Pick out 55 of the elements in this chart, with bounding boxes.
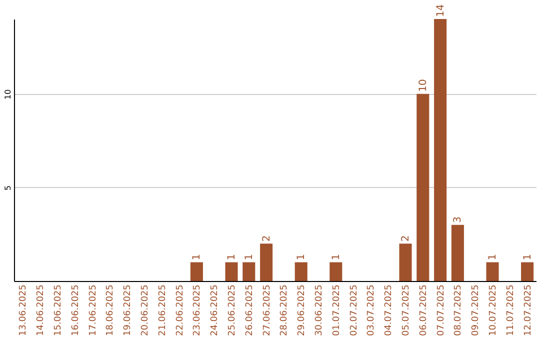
x-tick-label: 23.06.2025 bbox=[192, 284, 203, 336]
data-label: 1 bbox=[244, 254, 255, 260]
bar bbox=[225, 262, 238, 281]
data-label: 1 bbox=[522, 254, 534, 260]
bar bbox=[242, 262, 256, 281]
y-tick-label: 5 bbox=[4, 185, 12, 190]
data-label: 1 bbox=[226, 254, 238, 260]
data-label: 1 bbox=[488, 254, 498, 260]
data-label: 1 bbox=[330, 254, 342, 260]
bar bbox=[521, 262, 534, 281]
data-label: 1 bbox=[296, 254, 308, 260]
x-tick-label: 05.07.2025 bbox=[402, 284, 412, 336]
x-tick-label: 10.07.2025 bbox=[488, 284, 498, 336]
x-tick-label: 12.07.2025 bbox=[523, 284, 534, 336]
bar bbox=[294, 262, 308, 281]
x-tick-label: 30.06.2025 bbox=[314, 284, 324, 336]
x-tick-label: 06.07.2025 bbox=[418, 284, 429, 336]
bar bbox=[451, 224, 464, 281]
x-tick-label: 15.06.2025 bbox=[54, 284, 64, 336]
x-tick-label: 03.07.2025 bbox=[366, 284, 377, 336]
x-tick-label: 19.06.2025 bbox=[123, 284, 134, 336]
data-label: 2 bbox=[261, 235, 272, 242]
x-tick-label: 08.07.2025 bbox=[454, 284, 464, 336]
x-tick-label: 20.06.2025 bbox=[140, 284, 150, 336]
x-tick-label: 13.06.2025 bbox=[18, 284, 29, 336]
x-tick-label: 04.07.2025 bbox=[384, 284, 394, 336]
data-label: 10 bbox=[418, 79, 429, 92]
bar bbox=[190, 262, 203, 281]
bar bbox=[434, 19, 447, 281]
bar bbox=[260, 244, 273, 281]
bar bbox=[399, 244, 412, 281]
data-label: 3 bbox=[452, 216, 464, 223]
bar bbox=[330, 262, 342, 281]
data-label: 1 bbox=[192, 254, 203, 260]
x-tick-label: 17.06.2025 bbox=[88, 284, 98, 336]
x-tick-label: 16.06.2025 bbox=[70, 284, 81, 336]
x-tick-label: 22.06.2025 bbox=[175, 284, 186, 336]
x-tick-label: 27.06.2025 bbox=[262, 284, 272, 336]
x-tick-label: 01.07.2025 bbox=[332, 284, 342, 336]
x-tick-label: 02.07.2025 bbox=[349, 284, 360, 336]
x-tick-label: 25.06.2025 bbox=[228, 284, 238, 336]
bar bbox=[486, 262, 499, 281]
data-label: 2 bbox=[400, 235, 412, 242]
x-tick-label: 11.07.2025 bbox=[506, 284, 516, 336]
x-tick-label: 09.07.2025 bbox=[471, 284, 482, 336]
x-tick-label: 24.06.2025 bbox=[210, 284, 220, 336]
x-tick-label: 28.06.2025 bbox=[280, 284, 290, 336]
x-tick-label: 29.06.2025 bbox=[297, 284, 308, 336]
x-tick-label: 26.06.2025 bbox=[244, 284, 255, 336]
bar bbox=[416, 94, 430, 281]
x-tick-label: 07.07.2025 bbox=[436, 284, 446, 336]
x-tick-label: 18.06.2025 bbox=[106, 284, 116, 336]
data-label: 14 bbox=[435, 4, 446, 17]
x-tick-label: 14.06.2025 bbox=[36, 284, 46, 336]
x-tick-label: 21.06.2025 bbox=[158, 284, 168, 336]
